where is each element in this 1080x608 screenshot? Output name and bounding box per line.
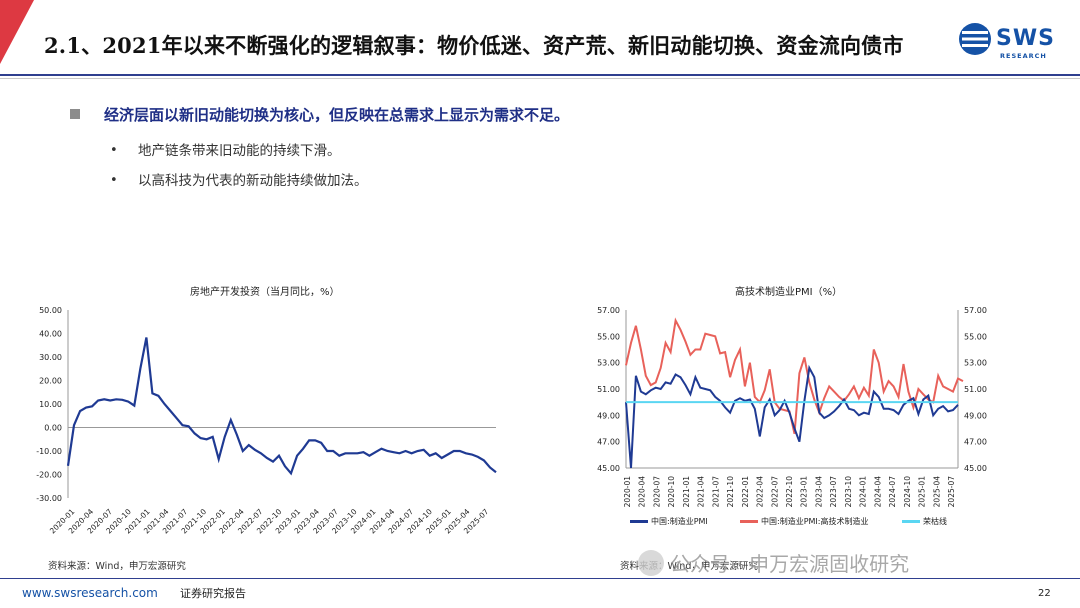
left-y-tick-label: 57.00	[597, 306, 620, 315]
page-number: 22	[1038, 588, 1051, 599]
right-chart-source: 资料来源：Wind，申万宏源研究	[620, 561, 758, 572]
x-tick-label: 2021-04	[697, 476, 706, 508]
logo-subtext: RESEARCH	[1000, 52, 1047, 60]
x-tick-label: 2020-01	[623, 476, 632, 508]
legend-swatch	[740, 520, 758, 523]
left-y-tick-label: 55.00	[597, 332, 620, 341]
x-tick-label: 2023-01	[800, 476, 809, 508]
sub-bullet: • 地产链条带来旧动能的持续下滑。	[70, 136, 569, 166]
hightech-pmi-chart: 57.00 57.00 55.00 55.00 53.00 53.00 51.00 51.00…	[597, 306, 987, 508]
main-bullet: 经济层面以新旧动能切换为核心，但反映在总需求上显示为需求不足。	[70, 104, 569, 130]
y-tick-label: -10.00	[36, 447, 62, 456]
series-line-real-estate-investment	[66, 337, 497, 476]
x-tick-label: 2021-01	[682, 476, 691, 508]
x-tick-label: 2025-07	[947, 476, 956, 508]
x-tick-label: 2024-10	[903, 476, 912, 508]
sub-bullet-text: 地产链条带来旧动能的持续下滑。	[138, 143, 341, 159]
left-chart-title: 房地产开发投资（当月同比，%）	[190, 287, 340, 298]
left-chart-source: 资料来源：Wind，申万宏源研究	[48, 561, 186, 572]
x-tick-label: 2020-04	[638, 476, 647, 508]
x-tick-label: 2022-01	[741, 476, 750, 508]
y-tick-label: 40.00	[39, 330, 62, 339]
x-tick-label: 2020-07	[652, 476, 661, 508]
bullet-section: 经济层面以新旧动能切换为核心，但反映在总需求上显示为需求不足。 • 地产链条带来…	[70, 104, 569, 196]
right-y-tick-label: 45.00	[964, 464, 987, 473]
page-title: 2.1、2021年以来不断强化的逻辑叙事：物价低迷、资产荒、新旧动能切换、资金流…	[44, 33, 904, 58]
left-y-tick-label: 51.00	[597, 385, 620, 394]
watermark-text: 公众号 · 申万宏源固收研究	[670, 552, 910, 576]
left-y-tick-label: 49.00	[597, 411, 620, 420]
x-tick-label: 2020-10	[667, 476, 676, 508]
sub-bullet-text: 以高科技为代表的新动能持续做加法。	[138, 173, 368, 189]
footer-divider	[0, 578, 1080, 579]
title-divider	[0, 74, 1080, 76]
legend-item: 中国:制造业PMI	[630, 516, 708, 527]
y-tick-label: 0.00	[44, 424, 62, 433]
right-y-tick-label: 47.00	[964, 438, 987, 447]
right-y-tick-label: 49.00	[964, 411, 987, 420]
real-estate-investment-chart: 50.00 40.00 30.00 20.00 10.00 0.00 -10.00 -20.0…	[36, 306, 497, 536]
footer-report-label: 证券研究报告	[180, 587, 246, 600]
dot-bullet-icon: •	[110, 143, 118, 158]
series-line-manufacturing-pmi	[625, 364, 959, 469]
y-tick-label: -20.00	[36, 471, 62, 480]
left-y-tick-label: 47.00	[597, 438, 620, 447]
left-y-tick-label: 45.00	[597, 464, 620, 473]
x-tick-label: 2023-07	[829, 476, 838, 508]
x-tick-label: 2023-10	[844, 476, 853, 508]
x-tick-label: 2021-07	[711, 476, 720, 508]
logo-text: SWS	[996, 26, 1055, 51]
dot-bullet-icon: •	[110, 173, 118, 188]
right-y-tick-label: 51.00	[964, 385, 987, 394]
wechat-icon	[638, 550, 664, 576]
y-tick-label: -30.00	[36, 494, 62, 503]
right-chart-legend: 中国:制造业PMI 中国:制造业PMI:高技术制造业 荣枯线	[630, 516, 970, 530]
sws-logo-icon	[959, 23, 991, 55]
right-y-tick-label: 55.00	[964, 332, 987, 341]
x-tick-label: 2024-01	[859, 476, 868, 508]
title-bar: 2.1、2021年以来不断强化的逻辑叙事：物价低迷、资产荒、新旧动能切换、资金流…	[0, 0, 1080, 80]
legend-swatch	[902, 520, 920, 523]
x-tick-label: 2025-04	[932, 476, 941, 508]
x-tick-label: 2022-07	[770, 476, 779, 508]
y-tick-label: 10.00	[39, 400, 62, 409]
x-tick-label: 2025-01	[918, 476, 927, 508]
sws-logo: SWS RESEARCH	[958, 22, 1062, 62]
main-bullet-text: 经济层面以新旧动能切换为核心，但反映在总需求上显示为需求不足。	[104, 106, 570, 124]
y-tick-label: 50.00	[39, 306, 62, 315]
sub-bullet: • 以高科技为代表的新动能持续做加法。	[70, 166, 569, 196]
footer-website-link[interactable]: www.swsresearch.com	[22, 586, 158, 600]
legend-label: 荣枯线	[923, 517, 947, 526]
series-line-hightech-pmi	[625, 317, 964, 435]
x-tick-label: 2021-10	[726, 476, 735, 508]
y-tick-label: 20.00	[39, 377, 62, 386]
x-tick-label: 2024-04	[873, 476, 882, 508]
legend-swatch	[630, 520, 648, 523]
x-tick-label: 2022-10	[785, 476, 794, 508]
right-chart-title: 高技术制造业PMI（%）	[735, 287, 843, 298]
red-corner-accent	[0, 0, 34, 64]
y-tick-label: 30.00	[39, 353, 62, 362]
left-y-tick-label: 53.00	[597, 359, 620, 368]
title-divider-thin	[0, 78, 1080, 79]
legend-label: 中国:制造业PMI:高技术制造业	[761, 517, 869, 526]
legend-label: 中国:制造业PMI	[651, 517, 708, 526]
square-bullet-icon	[70, 109, 80, 119]
x-tick-label: 2022-04	[756, 476, 765, 508]
x-tick-label: 2024-07	[888, 476, 897, 508]
x-tick-label: 2023-04	[814, 476, 823, 508]
right-y-tick-label: 57.00	[964, 306, 987, 315]
legend-item: 中国:制造业PMI:高技术制造业	[740, 516, 868, 527]
legend-item: 荣枯线	[902, 516, 947, 527]
right-y-tick-label: 53.00	[964, 359, 987, 368]
